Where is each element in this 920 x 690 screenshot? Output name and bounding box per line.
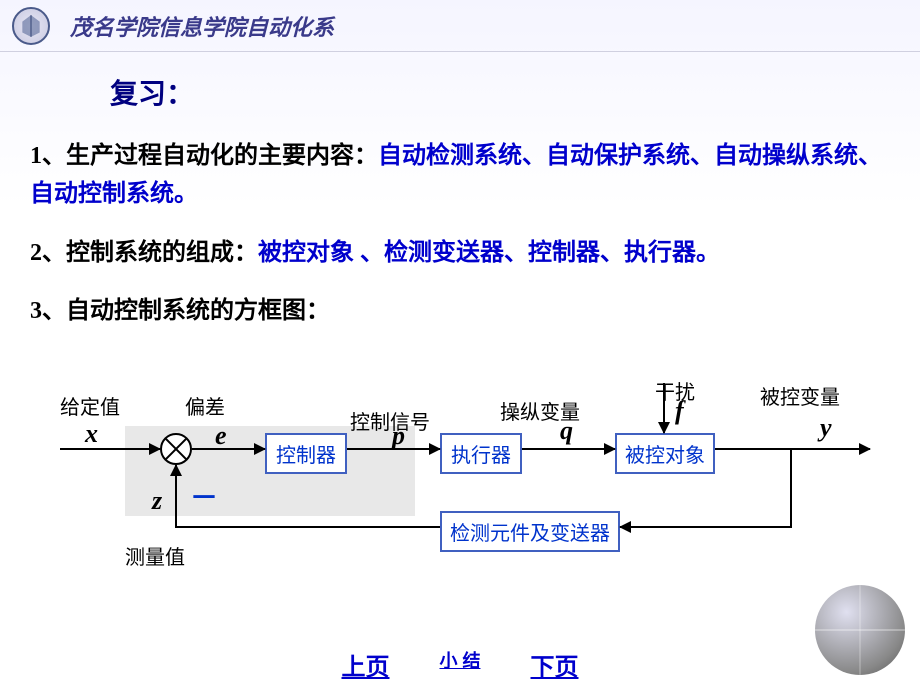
header-title: 茂名学院信息学院自动化系 [70,10,334,42]
block-plant: 被控对象 [615,433,715,474]
item-1-label: 1、生产过程自动化的主要内容： [30,143,378,169]
feedback-up [175,465,177,528]
arrow-e [192,448,265,450]
arrow-y [715,448,870,450]
header: 茂名学院信息学院自动化系 [0,0,920,52]
item-3-label: 3、自动控制系统的方框图： [30,298,330,324]
item-2: 2、控制系统的组成：被控对象 、检测变送器、控制器、执行器。 [30,234,890,272]
minus-sign: － [190,476,218,516]
review-heading: 复习： [110,72,890,112]
var-y: y [820,413,832,443]
item-2-label: 2、控制系统的组成： [30,240,258,266]
var-z: z [152,486,162,516]
item-2-content: 被控对象 、检测变送器、控制器、执行器。 [258,240,720,266]
arrow-in [60,448,160,450]
arrow-q [522,448,615,450]
var-f: f [675,396,684,426]
next-link[interactable]: 下页 [531,647,579,682]
label-setpoint: 给定值 [60,391,120,420]
summary-link[interactable]: 小 结 [439,647,480,682]
item-1: 1、生产过程自动化的主要内容：自动检测系统、自动保护系统、自动操纵系统、自动控制… [30,137,890,214]
content-area: 复习： 1、生产过程自动化的主要内容：自动检测系统、自动保护系统、自动操纵系统、… [0,52,920,571]
summing-junction [160,433,192,465]
item-3: 3、自动控制系统的方框图： [30,292,890,330]
prev-link[interactable]: 上页 [341,647,389,682]
label-controlled: 被控变量 [760,381,840,410]
var-x: x [85,419,98,449]
feedback-from-sensor [175,526,440,528]
label-error: 偏差 [185,391,225,420]
block-actuator: 执行器 [440,433,522,474]
arrow-disturbance [663,383,665,433]
footer-nav: 上页 小 结 下页 [0,647,920,682]
var-e: e [215,421,227,451]
feedback-to-sensor [620,526,792,528]
feedback-down [790,448,792,526]
var-q: q [560,416,573,446]
var-p: p [392,421,405,451]
label-measurement: 测量值 [125,541,185,570]
block-diagram: 给定值 偏差 控制信号 操纵变量 干扰 被控变量 测量值 x e p q f y… [30,351,890,571]
block-sensor: 检测元件及变送器 [440,511,620,552]
university-logo [12,7,50,45]
globe-decoration [815,585,905,675]
arrow-p [347,448,440,450]
label-control-signal: 控制信号 [350,406,430,435]
block-controller: 控制器 [265,433,347,474]
